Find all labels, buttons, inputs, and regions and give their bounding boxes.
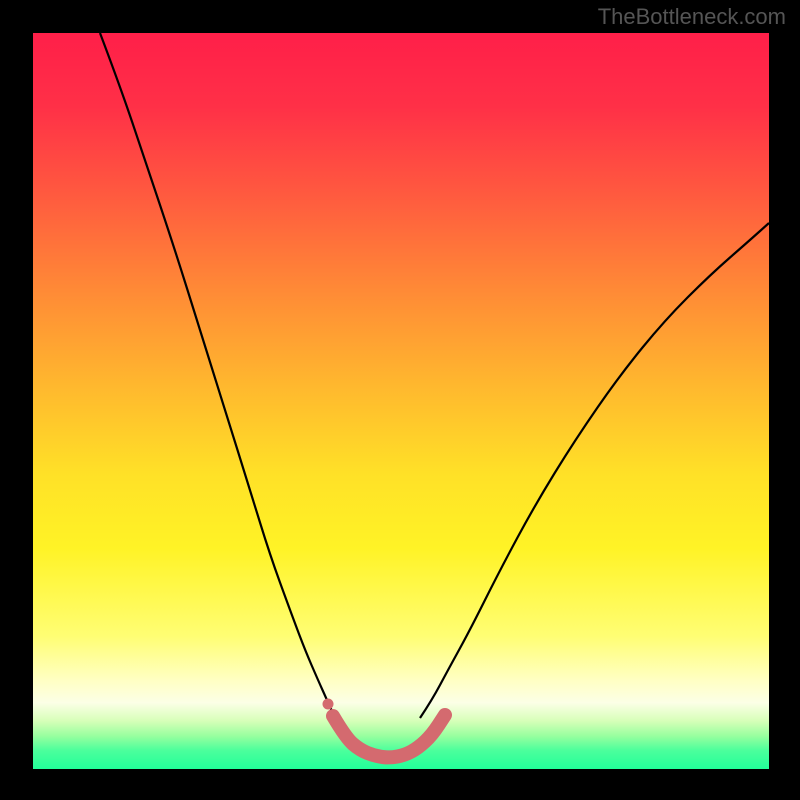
watermark-text: TheBottleneck.com [598, 4, 786, 30]
chart-root: TheBottleneck.com [0, 0, 800, 800]
plot-background [33, 33, 769, 769]
